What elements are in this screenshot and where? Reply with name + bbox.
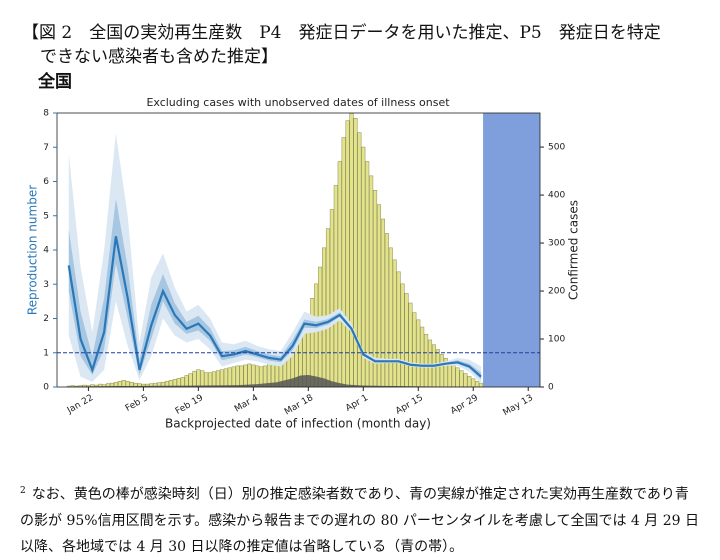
y-tick-label: 8: [43, 109, 49, 119]
y-tick-label: 2: [43, 314, 49, 324]
bar: [197, 370, 201, 387]
x-tick-label: Mar 18: [283, 393, 315, 417]
bar: [448, 362, 452, 387]
y-tick-label: 1: [43, 348, 49, 358]
x-tick-label: Apr 1: [344, 393, 370, 414]
bar: [417, 320, 421, 387]
bar: [409, 303, 413, 387]
x-tick-label: Apr 29: [449, 393, 480, 417]
y-tick-label: 4: [43, 246, 49, 256]
y2-tick-label: 100: [548, 335, 565, 345]
bar: [475, 381, 479, 387]
bar: [228, 368, 232, 387]
y2-axis-label: Confirmed cases: [567, 200, 581, 300]
bar: [232, 367, 236, 387]
bar: [440, 354, 444, 387]
bar: [248, 364, 252, 387]
y-tick-label: 3: [43, 280, 49, 290]
chart-title: Excluding cases with unobserved dates of…: [146, 96, 450, 109]
bar: [428, 340, 432, 387]
bar: [471, 379, 475, 387]
bar: [220, 370, 224, 387]
bar: [354, 118, 358, 387]
x-axis-label: Backprojected date of infection (month d…: [165, 417, 431, 431]
chart: Excluding cases with unobserved dates of…: [0, 0, 720, 440]
bar: [256, 366, 260, 387]
bar: [326, 229, 330, 387]
bar: [385, 233, 389, 387]
x-tick-label: May 13: [501, 393, 535, 418]
omitted-region: [483, 113, 540, 387]
bar: [193, 371, 197, 387]
bar: [436, 350, 440, 387]
bar: [389, 248, 393, 387]
bar: [342, 137, 346, 387]
bar: [350, 113, 354, 387]
y2-tick-label: 300: [548, 239, 565, 249]
bar: [397, 272, 401, 387]
bar: [452, 365, 456, 387]
x-tick-label: Feb 19: [174, 393, 205, 417]
bar: [252, 365, 256, 387]
y-tick-label: 6: [43, 177, 49, 187]
bar: [201, 371, 205, 387]
bar: [240, 366, 244, 387]
x-tick-label: Jan 22: [65, 393, 95, 416]
y2-tick-label: 200: [548, 287, 565, 297]
bar: [216, 371, 220, 387]
y2-tick-label: 0: [548, 383, 554, 393]
bar: [424, 334, 428, 387]
bar: [204, 373, 208, 387]
bar: [122, 380, 126, 387]
bar: [208, 373, 212, 387]
bar: [181, 377, 185, 387]
bar: [460, 371, 464, 387]
bar: [405, 293, 409, 387]
bar: [236, 366, 240, 387]
bar: [456, 368, 460, 387]
bar: [185, 375, 189, 387]
footnote-marker: 2: [20, 486, 26, 496]
bar: [212, 372, 216, 387]
bar: [413, 313, 417, 387]
bar: [468, 376, 472, 387]
y-axis-label: Reproduction number: [26, 185, 40, 315]
bar: [244, 365, 248, 387]
bar: [464, 374, 468, 387]
bar: [310, 298, 314, 387]
bar: [420, 327, 424, 387]
bar: [479, 383, 483, 387]
bar: [224, 369, 228, 387]
y2-tick-label: 500: [548, 143, 565, 153]
x-tick-label: Apr 15: [394, 393, 425, 417]
bar: [189, 374, 193, 387]
x-tick-label: Feb 5: [124, 393, 150, 414]
y-tick-label: 7: [43, 143, 49, 153]
y-tick-label: 5: [43, 211, 49, 221]
y2-tick-label: 400: [548, 191, 565, 201]
bar: [401, 284, 405, 387]
y-tick-label: 0: [43, 383, 49, 393]
footnote-text: なお、黄色の棒が感染時刻（日）別の推定感染者数であり、青の実線が推定された実効再…: [20, 487, 699, 555]
bar: [314, 284, 318, 387]
bar: [330, 209, 334, 387]
bar: [334, 185, 338, 387]
bar: [346, 121, 350, 387]
bar: [393, 260, 397, 387]
x-tick-label: Mar 4: [233, 393, 260, 415]
